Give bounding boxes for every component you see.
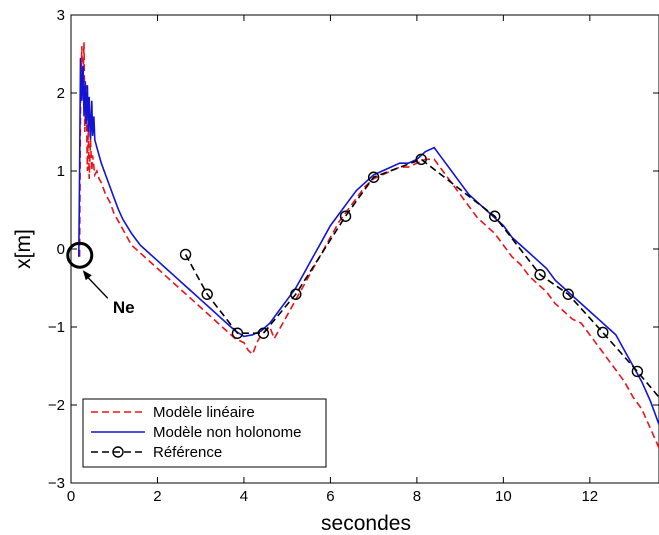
legend-label: Modèle linéaire [153,404,255,421]
data-point [597,326,609,339]
x-tick-label: 2 [153,488,161,505]
y-tick-label: 2 [57,85,65,102]
y-tick-label: 0 [57,241,65,258]
x-tick-label: 4 [240,488,248,505]
x-tick-label: 8 [413,488,421,505]
y-tick-label: −1 [48,319,65,336]
y-axis-title: x[m] [12,229,35,269]
x-tick-label: 0 [67,488,75,505]
data-point [231,327,244,339]
x-tick-label: 10 [495,488,512,505]
legend-marker [112,446,124,458]
y-tick-label: −3 [48,475,65,492]
data-point [631,365,644,378]
x-axis-title: secondes [321,512,411,535]
annotation-layer: Ne [66,241,135,317]
series-line-0 [78,42,659,449]
data-point [367,171,380,183]
legend-box [82,398,327,468]
annotation-label: Ne [113,298,135,317]
series-layer [78,42,659,449]
series-line-2 [184,158,659,398]
y-tick-label: 1 [57,163,65,180]
data-point [257,327,270,339]
y-tick-label: −2 [48,397,65,414]
annotation-circle [66,241,94,269]
legend-label: Référence [153,444,222,461]
data-point [179,248,192,261]
data-point [534,269,546,281]
data-point [415,153,427,166]
data-point [290,288,302,300]
y-tick-label: 3 [57,7,65,24]
data-point [339,210,352,222]
annotation-arrow-head [82,270,92,281]
x-tick-label: 12 [581,488,598,505]
data-point [562,288,574,300]
data-point [201,288,213,300]
x-tick-label: 6 [326,488,334,505]
legend-label: Modèle non holonome [153,424,301,441]
legend: Modèle linéaire Modèle non holonome Référe… [82,398,327,468]
data-point [489,210,501,222]
annotation-arrow-line [86,275,109,299]
